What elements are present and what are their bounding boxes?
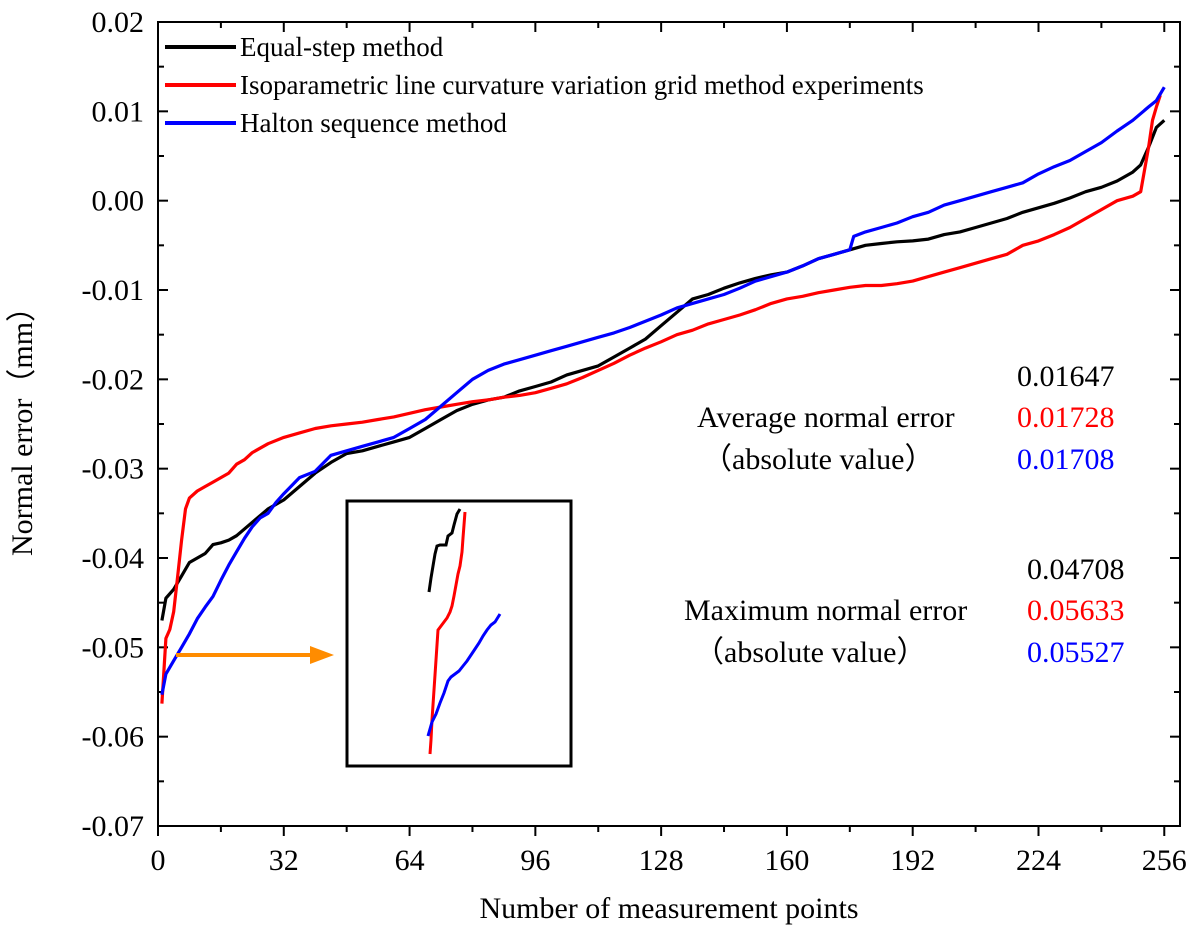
x-axis-label: Number of measurement points <box>479 892 858 925</box>
x-tick-label: 32 <box>269 844 299 877</box>
x-tick-label: 64 <box>395 844 425 877</box>
maximum-annotation: 0.04708 Maximum normal error 0.05633 （ab… <box>684 553 1125 669</box>
x-tick-label: 192 <box>890 844 935 877</box>
zoom-arrow <box>176 646 334 664</box>
legend: Equal-step method Isoparametric line curv… <box>165 32 924 138</box>
x-tick-label: 96 <box>520 844 550 877</box>
y-tick-label: -0.02 <box>82 363 145 396</box>
average-sublabel: （absolute value） <box>702 443 934 476</box>
y-tick-label: -0.03 <box>82 453 145 486</box>
x-tick-label: 224 <box>1016 844 1061 877</box>
y-tick-label: -0.05 <box>82 631 145 664</box>
x-tick-labels: 0 32 64 96 128 160 192 224 256 <box>151 844 1187 877</box>
series-line-3 <box>160 86 1166 696</box>
y-tick-label: -0.06 <box>82 721 145 754</box>
maximum-value-halton: 0.05527 <box>1027 636 1125 669</box>
inset-isoparametric-line <box>428 511 467 755</box>
x-tick-label: 256 <box>1142 844 1187 877</box>
y-tick-label: -0.01 <box>82 274 145 307</box>
average-value-equal-step: 0.01647 <box>1017 360 1115 393</box>
maximum-label: Maximum normal error <box>684 594 967 627</box>
y-tick-label: -0.04 <box>82 542 145 575</box>
inset-halton-line <box>426 613 502 737</box>
x-tick-label: 160 <box>764 844 809 877</box>
legend-label-3: Halton sequence method <box>240 108 507 138</box>
plot-frame <box>157 21 1181 827</box>
average-value-halton: 0.01708 <box>1017 443 1115 476</box>
inset-equal-step-line <box>427 508 462 593</box>
legend-label-1: Equal-step method <box>240 32 444 62</box>
y-tick-label: 0.02 <box>92 6 145 39</box>
legend-label-2: Isoparametric line curvature variation g… <box>240 70 924 100</box>
series-line-2 <box>160 94 1162 704</box>
average-label: Average normal error <box>697 401 955 434</box>
y-tick-label: 0.00 <box>92 185 145 218</box>
x-tick-label: 0 <box>151 844 166 877</box>
zoom-inset <box>345 499 573 768</box>
y-tick-label: 0.01 <box>92 95 145 128</box>
maximum-value-equal-step: 0.04708 <box>1027 553 1125 586</box>
maximum-value-isoparametric: 0.05633 <box>1027 594 1125 627</box>
series-group <box>160 86 1166 704</box>
maximum-sublabel: （absolute value） <box>694 636 926 669</box>
x-tick-label: 128 <box>639 844 684 877</box>
average-value-isoparametric: 0.01728 <box>1017 401 1115 434</box>
y-axis-label: Normal error（mm） <box>6 292 39 556</box>
y-tick-label: -0.07 <box>82 810 145 843</box>
y-tick-labels: -0.07 -0.06 -0.05 -0.04 -0.03 -0.02 -0.01 0.00 0… <box>82 6 145 843</box>
average-annotation: 0.01647 Average normal error 0.01728 （ab… <box>697 360 1115 476</box>
series-line-1 <box>160 119 1166 621</box>
